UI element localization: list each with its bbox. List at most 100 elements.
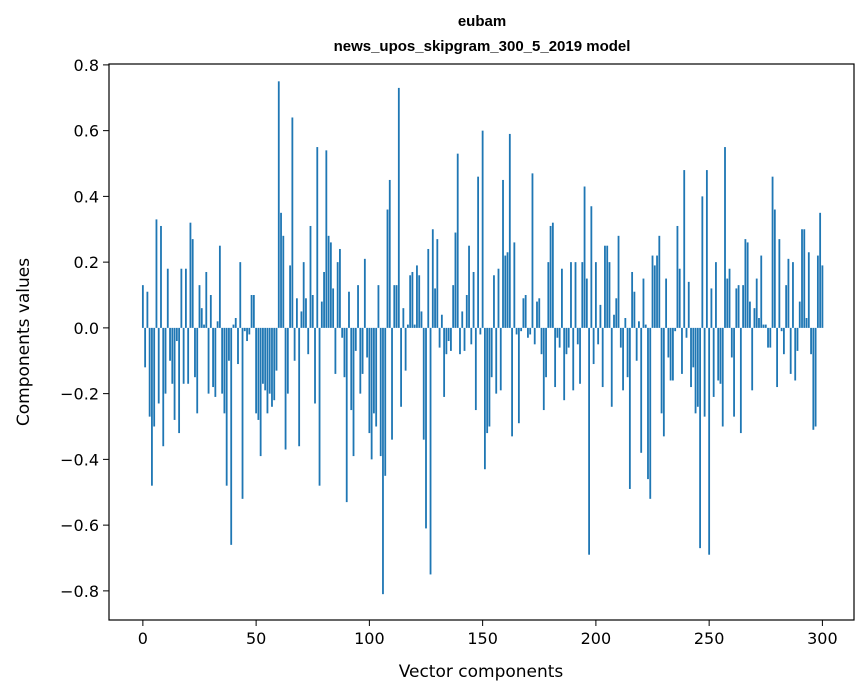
bar-79 <box>320 301 323 328</box>
bar-250 <box>708 327 711 555</box>
bar-139 <box>456 153 459 328</box>
bar-135 <box>447 327 450 342</box>
bar-68 <box>295 298 298 328</box>
bar-8 <box>160 225 162 328</box>
bar-34 <box>218 245 221 328</box>
bar-287 <box>792 262 794 328</box>
bar-57 <box>271 327 273 407</box>
bar-41 <box>234 318 237 328</box>
bar-234 <box>672 327 674 381</box>
bar-182 <box>554 327 557 388</box>
bar-102 <box>373 327 375 414</box>
bar-60 <box>277 81 280 328</box>
bar-177 <box>542 327 545 411</box>
bar-134 <box>445 327 448 355</box>
bar-42 <box>237 327 239 365</box>
bar-23 <box>194 327 196 378</box>
bar-188 <box>567 327 570 348</box>
bar-26 <box>200 308 203 328</box>
bar-69 <box>298 327 301 447</box>
x-tick-label: 250 <box>694 629 725 648</box>
bar-93 <box>352 327 355 457</box>
bar-118 <box>409 275 412 328</box>
bar-269 <box>751 327 754 391</box>
bar-231 <box>665 278 668 328</box>
bar-14 <box>173 327 176 420</box>
bar-242 <box>690 327 692 388</box>
bar-89 <box>343 327 346 378</box>
bar-265 <box>742 285 745 328</box>
bar-208 <box>613 314 615 328</box>
bar-47 <box>248 327 251 335</box>
bar-280 <box>776 327 778 388</box>
bar-137 <box>452 285 455 328</box>
bar-205 <box>606 245 609 328</box>
bar-152 <box>486 327 489 434</box>
bar-31 <box>212 327 214 388</box>
bar-270 <box>753 308 756 328</box>
bar-288 <box>794 327 797 381</box>
bar-64 <box>286 327 289 394</box>
bar-161 <box>506 252 509 328</box>
bar-17 <box>180 268 183 328</box>
bar-248 <box>703 327 706 417</box>
bar-125 <box>425 327 427 529</box>
bar-158 <box>499 327 502 391</box>
bar-190 <box>572 327 575 391</box>
bar-263 <box>737 285 740 328</box>
bar-292 <box>803 229 806 328</box>
bar-100 <box>368 327 371 434</box>
y-tick-label: 0.2 <box>74 253 99 272</box>
bar-101 <box>370 327 373 460</box>
bar-150 <box>481 130 484 328</box>
bar-282 <box>780 327 783 332</box>
bar-40 <box>232 324 235 328</box>
bar-86 <box>336 262 339 328</box>
bar-35 <box>221 327 224 394</box>
bar-239 <box>683 170 686 328</box>
bar-291 <box>801 229 803 328</box>
bar-268 <box>749 301 751 328</box>
bar-216 <box>631 271 634 328</box>
bar-278 <box>771 176 774 328</box>
bar-43 <box>239 262 242 328</box>
bar-95 <box>357 285 359 328</box>
bar-261 <box>733 327 735 417</box>
bar-185 <box>561 268 563 328</box>
bar-232 <box>667 327 670 358</box>
bar-143 <box>465 295 468 328</box>
bar-198 <box>590 206 593 328</box>
bar-224 <box>649 327 652 499</box>
bar-121 <box>416 265 418 328</box>
bar-129 <box>434 288 436 328</box>
bar-227 <box>656 255 658 328</box>
bar-37 <box>225 327 228 486</box>
x-tick-label: 150 <box>467 629 498 648</box>
bar-212 <box>622 327 624 391</box>
bar-162 <box>508 133 511 328</box>
bar-283 <box>782 327 785 355</box>
bar-66 <box>291 117 294 328</box>
bar-98 <box>363 258 366 328</box>
bar-243 <box>692 327 695 368</box>
bar-130 <box>436 239 439 328</box>
bar-9 <box>162 327 165 447</box>
bar-272 <box>758 318 760 328</box>
bar-199 <box>592 327 595 365</box>
bar-49 <box>252 295 255 328</box>
bar-253 <box>715 262 717 328</box>
bar-16 <box>178 327 181 434</box>
bar-274 <box>762 324 765 328</box>
bar-192 <box>576 327 579 345</box>
bar-0 <box>141 285 144 328</box>
bar-176 <box>540 327 543 355</box>
bar-33 <box>216 321 219 328</box>
bar-138 <box>454 232 457 328</box>
bar-174 <box>536 301 538 328</box>
x-tick-label: 100 <box>354 629 385 648</box>
bar-281 <box>778 239 781 328</box>
bar-147 <box>474 327 477 411</box>
bar-289 <box>796 327 799 351</box>
bar-3 <box>148 327 151 417</box>
bar-70 <box>300 311 303 328</box>
